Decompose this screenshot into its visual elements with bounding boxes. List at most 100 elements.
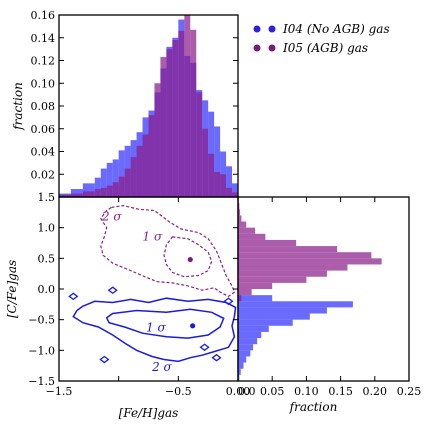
top-hist-ytick-label: 0.02 [31,168,56,181]
scatter-point-1 [187,256,193,263]
top-hist-ytick-label: 0.14 [31,32,56,45]
right-hist-xtick-label: 0.20 [363,385,388,398]
right-hist-bar [238,338,258,345]
scatter-ytick-label: −1.5 [28,375,55,388]
top-hist-bar [82,191,95,197]
top-hist-bar [208,153,215,197]
right-hist-bar [238,221,247,228]
legend-marker-i04-right [268,25,276,33]
top-hist-bar [59,194,71,197]
right-hist-bar [238,295,242,302]
right-histogram: 0.00 0.05 0.10 0.15 0.20 0.25 fraction [226,196,422,414]
top-hist-bar [124,168,131,197]
right-hist-bar [238,368,241,375]
top-hist-bar [166,49,173,197]
top-hist-bar [112,159,119,197]
top-hist-ytick-label: 0.08 [31,100,56,113]
top-hist-series-1 [59,15,238,198]
top-hist-bar [142,134,149,197]
right-hist-bar [238,227,256,234]
scatter-xtick-label: −1.5 [46,385,73,398]
right-hist-bar [238,295,273,302]
right-hist-bar [238,325,269,332]
scatter-ytick-label: 0.0 [38,283,56,296]
top-hist-bar [112,182,119,197]
right-hist-xtick-label: 0.15 [328,385,353,398]
contour-island [107,286,118,295]
top-hist-bar [70,189,83,197]
contour-3 [105,308,225,339]
top-hist-bar [190,29,197,197]
right-hist-bar [238,203,240,210]
top-hist-bar [172,40,179,198]
top-hist-bar [70,193,83,197]
top-hist-bar [100,168,107,197]
top-hist-bar [118,176,125,197]
legend-marker-i05-right [268,44,276,52]
legend-label-i04: I04 (No AGB) gas [282,22,390,36]
contour-2 [72,297,237,363]
top-hist-bar [232,192,238,197]
right-hist-bar [238,331,262,339]
top-hist-ytick-label: 0.10 [31,77,56,90]
right-hist-bar [238,344,254,351]
top-hist-bar [202,128,209,197]
top-hist-bar [136,145,143,197]
contour-label: 1 σ [143,229,163,243]
contour-island [223,297,234,306]
top-hist-bar [100,187,107,197]
right-hist-bar [238,233,266,240]
top-hist-bar [106,162,113,197]
scatter-ytick-label: 0.5 [38,252,56,265]
top-hist-bar [154,83,161,197]
right-hist-bar [238,313,310,320]
contour-label: 1 σ [146,321,166,335]
right-hist-bar [238,264,348,271]
scatter-ytick-label: 1.5 [38,191,56,204]
top-hist-ytick-label: 0.16 [31,9,56,22]
right-hist-bar [238,215,242,222]
right-hist-bar [238,258,382,265]
right-hist-series-0 [238,295,353,381]
right-hist-bar [238,270,327,277]
scatter-xlabel: [Fe/H]gas [119,406,179,420]
contour-island [99,355,110,364]
top-hist-bar [94,189,101,197]
right-hist-bar [238,319,293,326]
top-hist-bar [196,92,203,197]
right-hist-xtick-label: 0.05 [260,385,285,398]
top-hist-bar [184,15,191,197]
right-hist-bar [238,362,244,369]
top-hist-bar [214,126,221,197]
top-hist-ylabel: fraction [11,82,25,131]
legend-marker-i05-left [253,44,261,52]
top-hist-bar [82,183,95,197]
contour-label: 2 σ [101,210,122,224]
top-hist-bar [148,115,155,197]
scatter-ytick-label: −1.0 [28,344,55,357]
contour-island [211,353,222,362]
top-hist-bar [220,174,227,197]
top-hist-bar [214,171,221,197]
top-hist-ytick-label: 0.12 [31,55,56,68]
right-hist-xtick-label: 0.00 [226,385,251,398]
scatter-ylabel: [C/Fe]gas [5,260,19,318]
right-hist-bar [238,209,241,216]
top-hist-bar [232,183,238,197]
top-hist-ytick-label: 0.06 [31,123,56,136]
top-hist-bar [118,150,125,197]
scatter-ytick-label: 1.0 [38,222,56,235]
right-hist-bar [238,246,338,253]
legend: I04 (No AGB) gas I05 (AGB) gas [253,22,390,55]
scatter-panel: 2 σ 1 σ 1 σ 2 σ 1.5 1.0 0.5 0.0 −0.5 −1.0 −1.5−1.5… [5,191,256,420]
right-hist-xtick-label: 0.25 [397,385,422,398]
right-hist-xtick-label: 0.10 [294,385,319,398]
right-hist-bar [238,350,251,357]
right-hist-frame [237,196,410,382]
contour-group [68,204,237,364]
right-hist-bar [238,289,252,296]
contour-1 [163,236,213,278]
right-hist-bar [238,307,327,314]
right-hist-bar [238,239,297,247]
contour-island [68,292,79,301]
